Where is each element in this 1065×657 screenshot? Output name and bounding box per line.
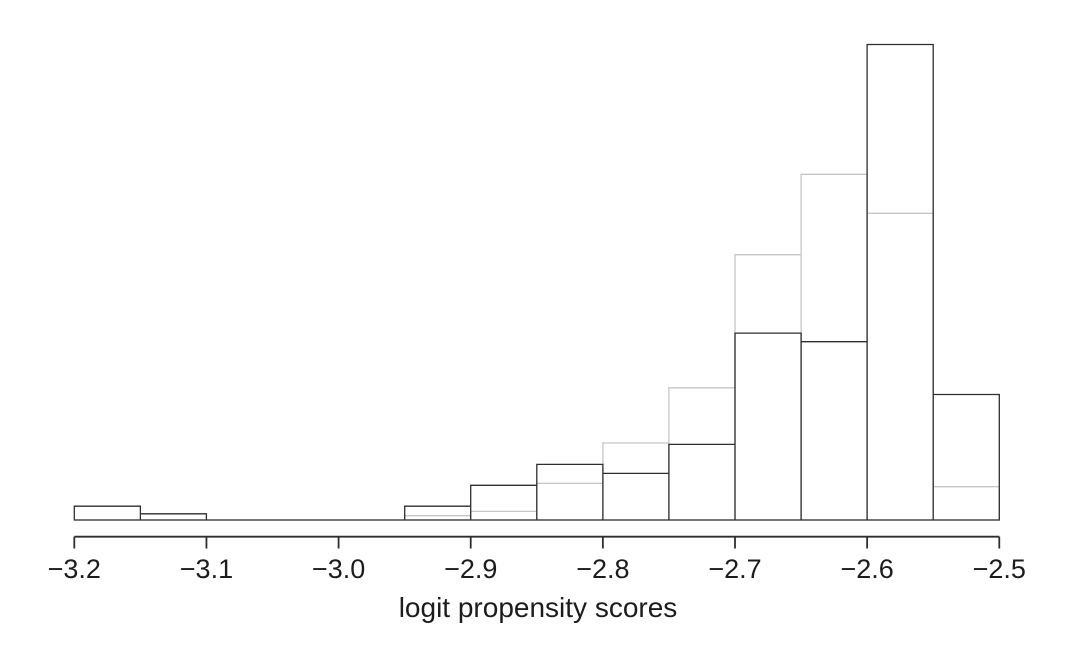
x-axis-tick-labels: −3.2 −3.1 −3.0 −2.9 −2.8 −2.7 −2.6 −2.5 [48, 554, 1026, 584]
black-histogram-path [73, 43, 1000, 521]
x-axis-tick-label: −2.9 [444, 554, 497, 584]
x-axis [73, 535, 1001, 549]
x-axis-tick-label: −3.2 [48, 554, 101, 584]
x-axis-tick-label: −3.1 [180, 554, 233, 584]
histogram-series [73, 43, 1000, 521]
x-axis-tick-label: −2.5 [973, 554, 1026, 584]
x-axis-title: logit propensity scores [399, 592, 678, 623]
x-axis-tick-label: −2.6 [840, 554, 893, 584]
x-axis-tick-label: −3.0 [312, 554, 365, 584]
x-axis-tick-label: −2.7 [708, 554, 761, 584]
x-axis-tick-label: −2.8 [576, 554, 629, 584]
